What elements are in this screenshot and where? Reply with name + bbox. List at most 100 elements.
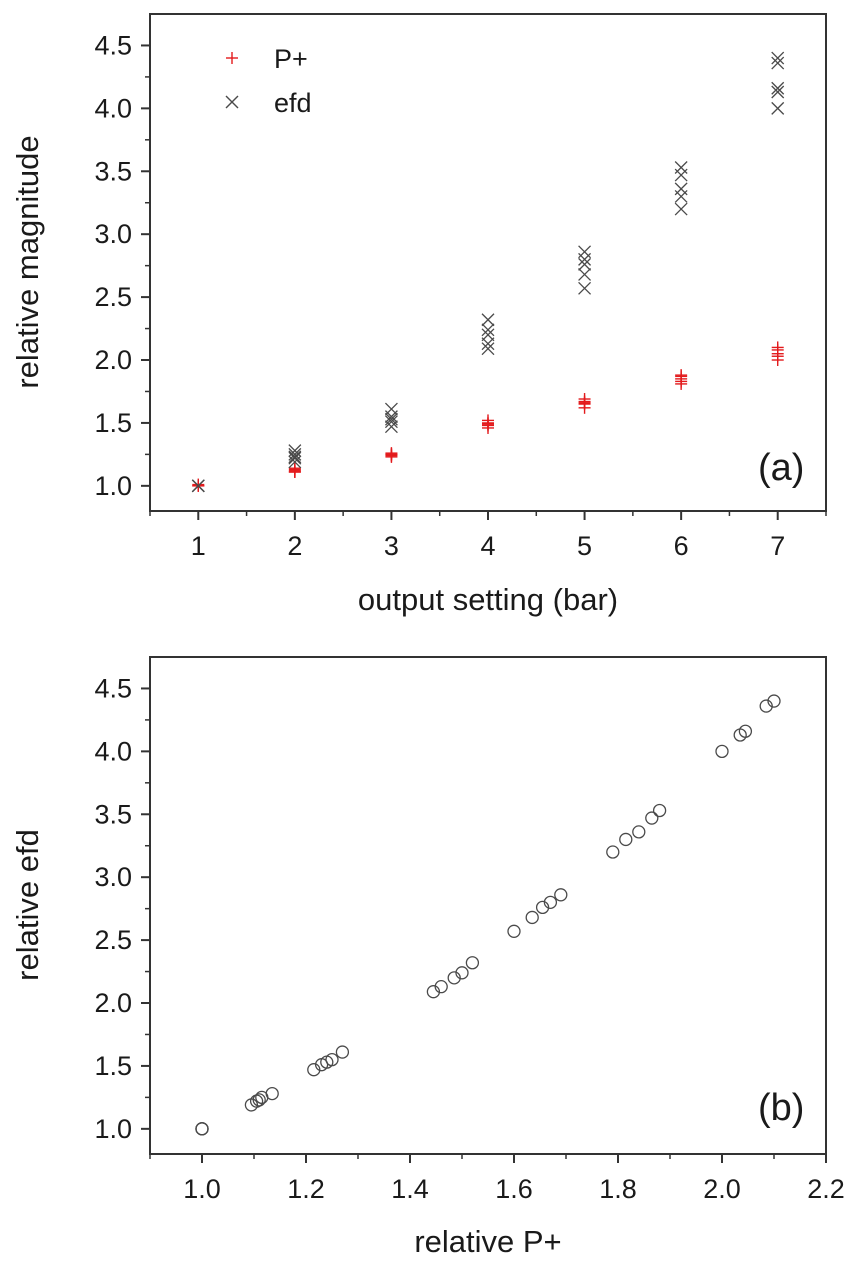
data-point-pplus [578,396,591,409]
data-point-pplus [771,341,784,354]
panel-b-y-tick-label: 4.5 [94,673,132,703]
legend-marker-efd [225,95,239,109]
data-point-pplus [482,418,494,431]
panel-a-y-tick-label: 4.0 [94,93,132,123]
panel-b-y-axis-title: relative efd [10,829,45,981]
panel-a-x-tick-label: 1 [191,531,206,561]
data-point-efd [384,412,398,426]
panel-a-y-tick-label: 2.5 [94,282,132,312]
data-point-circle [434,980,448,994]
data-point-efd [288,450,302,464]
data-point-efd [288,444,302,458]
data-point-circle [652,803,667,818]
data-point-circle [525,910,539,925]
panel-b-x-tick-label: 1.8 [599,1174,637,1204]
panel-a-y-tick-label: 4.5 [94,30,132,60]
panel-b-y-tick-label: 2.5 [94,925,132,955]
panel-b-y-tick-label: 1.0 [94,1114,132,1144]
legend-label-pplus: P+ [274,44,308,74]
data-point-efd [578,245,592,259]
data-point-circle [543,895,558,910]
panel-a-y-tick-label: 2.0 [94,345,132,375]
data-point-circle [325,1052,339,1067]
data-point-circle [447,971,461,985]
data-point-circle [759,699,773,713]
panel-a-y-axis-title: relative magnitude [10,135,45,388]
data-point-efd [481,342,495,356]
data-point-circle [632,825,646,839]
legend-marker-pplus [226,52,238,64]
data-point-efd [674,202,688,216]
data-point-circle [554,888,568,902]
panel-b-y-tick-label: 3.0 [94,862,132,892]
data-point-efd [578,257,592,271]
data-point-efd [771,51,785,65]
panel-b-y-tick-label: 2.0 [94,988,132,1018]
data-point-efd [384,415,398,429]
panel-a-x-axis-title: output setting (bar) [358,582,618,617]
data-point-circle [265,1086,279,1101]
panel-a-frame [149,13,827,512]
data-point-circle [715,744,729,759]
panel-a-x-tick-label: 3 [384,531,399,561]
data-point-efd [771,56,785,70]
data-point-efd [191,479,205,493]
data-point-circle [252,1093,266,1107]
data-point-efd [771,81,785,95]
panel-a-y-tick-label: 3.5 [94,156,132,186]
panel-a-y-tick-label: 1.5 [94,408,132,438]
panel-b-y-ticks: 1.0 1.5 2.0 2.5 3.0 3.5 4.0 4.5 [94,673,150,1144]
panel-b-x-tick-label: 1.4 [391,1174,429,1204]
panel-b-points [195,694,781,1136]
panel-a-x-ticks: 1 2 3 4 5 6 7 [149,511,827,561]
data-point-circle [307,1063,321,1077]
panel-b-x-tick-label: 1.0 [183,1174,221,1204]
data-point-efd [578,281,592,295]
panel-b-y-tick-label: 3.5 [94,799,132,829]
legend-label-efd: efd [274,88,312,118]
data-point-pplus [675,369,688,382]
panel-b-x-tick-label: 1.2 [287,1174,325,1204]
panel-a-x-tick-label: 2 [287,531,302,561]
data-point-circle [195,1122,209,1136]
panel-a-label: (a) [758,447,804,489]
panel-a-y-tick-label: 3.0 [94,219,132,249]
panel-a-legend: P+ efd [225,44,312,118]
panel-a-y-ticks: 1.0 1.5 2.0 2.5 3.0 3.5 4.0 4.5 [94,30,150,501]
data-point-efd [288,447,302,461]
data-point-efd [481,328,495,342]
data-point-efd [481,313,495,327]
data-point-efd [674,182,688,196]
panel-b-x-tick-label: 2.2 [807,1174,845,1204]
panel-b-x-axis-title: relative P+ [414,1224,561,1259]
data-point-efd [384,402,398,416]
panel-a-x-tick-label: 6 [674,531,689,561]
panel-b-x-tick-label: 2.0 [703,1174,741,1204]
panel-a-x-tick-label: 7 [770,531,785,561]
data-point-circle [507,924,521,938]
data-point-efd [771,101,785,115]
panel-b-y-tick-label: 4.0 [94,736,132,766]
data-point-efd [771,85,785,99]
data-point-circle [535,900,550,915]
data-point-efd [481,323,495,337]
panel-a-y-tick-label: 1.0 [94,471,132,501]
data-point-pplus [385,448,398,461]
data-point-efd [578,267,592,281]
data-point-circle [738,724,753,738]
data-point-circle [619,832,633,847]
data-point-circle [465,956,480,970]
data-point-circle [426,985,441,999]
data-point-efd [674,161,688,174]
panel-b-label: (b) [758,1087,804,1129]
panel-b-x-tick-label: 1.6 [495,1174,533,1204]
data-point-circle [455,966,469,980]
data-point-circle [645,811,659,825]
panel-b-x-ticks: 1.0 1.2 1.4 1.6 1.8 2.0 2.2 [149,1154,845,1204]
panel-b-frame [149,656,827,1155]
panel-a-x-tick-label: 4 [480,531,495,561]
data-point-pplus [288,462,301,475]
data-point-circle [335,1045,350,1059]
panel-b-chart: 1.0 1.5 2.0 2.5 3.0 3.5 4.0 4.5 1.0 1.2 1.4 1.6 1.8… [10,656,845,1259]
